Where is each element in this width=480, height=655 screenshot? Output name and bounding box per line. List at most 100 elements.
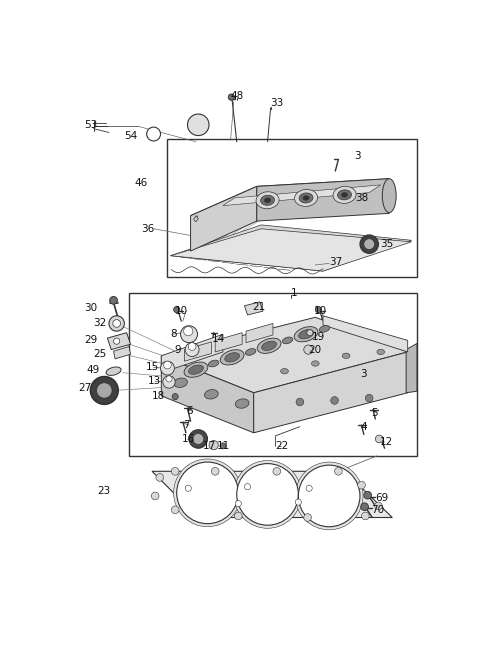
Circle shape	[304, 514, 312, 521]
Text: 12: 12	[380, 437, 393, 447]
Text: 22: 22	[275, 441, 288, 451]
Circle shape	[375, 435, 383, 443]
Text: 18: 18	[152, 391, 165, 401]
Circle shape	[295, 462, 363, 530]
Polygon shape	[152, 472, 392, 517]
Circle shape	[365, 394, 373, 402]
Ellipse shape	[312, 361, 319, 366]
Circle shape	[331, 397, 338, 404]
Text: 27: 27	[78, 383, 91, 393]
Circle shape	[237, 464, 299, 525]
Circle shape	[358, 481, 365, 489]
Ellipse shape	[208, 360, 219, 367]
Circle shape	[306, 485, 312, 491]
Text: 21: 21	[252, 301, 265, 312]
Circle shape	[174, 307, 180, 312]
Polygon shape	[161, 356, 254, 433]
Text: 16: 16	[181, 434, 194, 444]
Text: 9: 9	[174, 345, 181, 354]
Text: 29: 29	[84, 335, 97, 345]
Polygon shape	[191, 179, 389, 215]
Ellipse shape	[189, 365, 204, 375]
Text: 4: 4	[360, 422, 367, 432]
Circle shape	[235, 500, 241, 507]
Text: 30: 30	[84, 303, 97, 313]
Ellipse shape	[235, 399, 249, 408]
Circle shape	[189, 430, 207, 448]
Circle shape	[220, 443, 226, 449]
Polygon shape	[246, 324, 273, 343]
Ellipse shape	[281, 369, 288, 374]
Text: 38: 38	[355, 193, 369, 203]
Ellipse shape	[382, 179, 396, 213]
Text: 8: 8	[170, 329, 176, 339]
Text: 14: 14	[212, 334, 226, 344]
Circle shape	[361, 512, 369, 520]
Polygon shape	[257, 179, 389, 221]
Circle shape	[193, 434, 204, 444]
Ellipse shape	[341, 193, 348, 197]
Text: 7: 7	[183, 420, 190, 430]
Text: 10: 10	[174, 306, 188, 316]
Ellipse shape	[319, 326, 330, 332]
Text: 25: 25	[94, 349, 107, 359]
Ellipse shape	[262, 341, 276, 350]
Text: 37: 37	[329, 257, 342, 267]
Circle shape	[209, 441, 218, 450]
Circle shape	[185, 485, 192, 491]
Circle shape	[360, 235, 378, 253]
Circle shape	[110, 297, 118, 304]
Ellipse shape	[225, 352, 240, 362]
Polygon shape	[244, 302, 263, 315]
Ellipse shape	[299, 193, 313, 203]
Text: 11: 11	[217, 441, 230, 451]
Circle shape	[174, 459, 241, 527]
Circle shape	[180, 326, 197, 343]
Text: 6: 6	[186, 406, 192, 416]
Text: 35: 35	[380, 239, 393, 249]
Text: 70: 70	[372, 505, 384, 515]
Circle shape	[163, 376, 175, 388]
Text: 3: 3	[354, 151, 360, 160]
Ellipse shape	[333, 187, 356, 203]
Ellipse shape	[257, 338, 281, 354]
Ellipse shape	[282, 337, 293, 344]
Circle shape	[234, 512, 242, 520]
Polygon shape	[323, 316, 408, 352]
Text: 19: 19	[312, 331, 324, 341]
Circle shape	[295, 499, 301, 505]
Ellipse shape	[337, 190, 351, 200]
Circle shape	[211, 468, 219, 475]
Circle shape	[244, 483, 251, 490]
Circle shape	[171, 506, 179, 514]
Text: 10: 10	[314, 306, 327, 316]
Circle shape	[156, 474, 164, 481]
Ellipse shape	[303, 196, 309, 200]
Ellipse shape	[184, 362, 208, 377]
Circle shape	[361, 503, 369, 510]
Circle shape	[188, 114, 209, 136]
Polygon shape	[170, 225, 411, 271]
Circle shape	[90, 377, 118, 404]
Ellipse shape	[256, 192, 279, 209]
Circle shape	[374, 502, 382, 510]
Polygon shape	[114, 346, 131, 359]
Circle shape	[307, 329, 313, 336]
Circle shape	[160, 361, 174, 375]
Ellipse shape	[294, 327, 318, 342]
Polygon shape	[184, 342, 211, 361]
Text: 53: 53	[84, 120, 97, 130]
Circle shape	[164, 361, 171, 369]
Circle shape	[185, 343, 199, 356]
Text: 3: 3	[360, 369, 367, 379]
Text: 49: 49	[86, 365, 100, 375]
Text: 15: 15	[146, 362, 159, 372]
Polygon shape	[108, 333, 131, 350]
Ellipse shape	[204, 390, 218, 399]
Text: 46: 46	[134, 178, 147, 187]
Circle shape	[172, 394, 178, 400]
Text: 54: 54	[124, 132, 138, 141]
Ellipse shape	[261, 195, 275, 205]
Circle shape	[364, 239, 374, 250]
Polygon shape	[223, 185, 381, 206]
